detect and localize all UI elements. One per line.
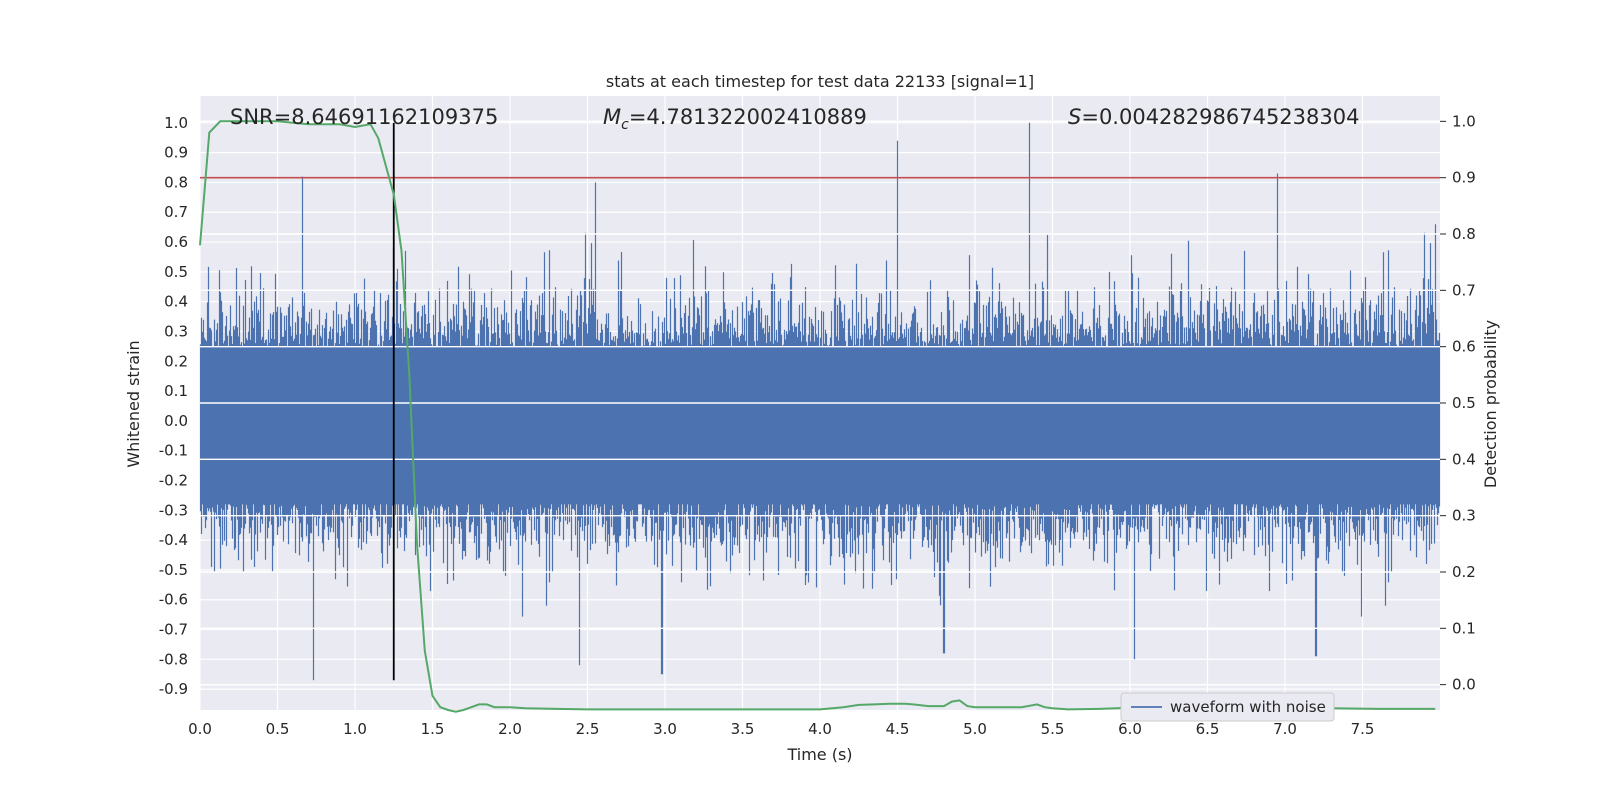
x-tick-label: 3.0 (653, 720, 677, 738)
y-right-tick-label: 1.0 (1452, 112, 1476, 130)
chirp-mass-annotation: Mc=4.781322002410889 (603, 105, 867, 133)
y-right-tick-label: 0.5 (1452, 394, 1476, 412)
y-left-tick-label: 0.8 (164, 173, 188, 191)
x-tick-label: 1.0 (343, 720, 367, 738)
y-left-tick-label: 0.1 (164, 382, 188, 400)
y-left-tick-label: -0.8 (159, 650, 188, 668)
x-tick-label: 7.5 (1351, 720, 1375, 738)
x-tick-label: 0.5 (266, 720, 290, 738)
x-tick-label: 4.0 (808, 720, 832, 738)
y-right-tick-label: 0.4 (1452, 450, 1476, 468)
chirp-mass-symbol: M (603, 105, 621, 129)
y-left-tick-labels: 1.0 0.9 0.8 0.7 0.6 0.5 0.4 0.3 0.2 0.1 0.0 -0.1 -0.… (159, 114, 188, 698)
legend-label-waveform: waveform with noise (1170, 698, 1326, 716)
y-right-axis-label: Detection probability (1481, 320, 1500, 488)
chirp-mass-value: =4.781322002410889 (629, 105, 867, 129)
y-right-tick-label: 0.0 (1452, 676, 1476, 694)
x-tick-label: 2.5 (576, 720, 600, 738)
x-tick-label: 6.0 (1118, 720, 1142, 738)
s-stat-value: =0.004282986745238304 (1081, 105, 1359, 129)
y-right-tick-label: 0.3 (1452, 507, 1476, 525)
y-left-tick-label: 0.7 (164, 203, 188, 221)
chirp-mass-subscript: c (621, 117, 629, 133)
y-left-tick-label: -0.9 (159, 680, 188, 698)
y-left-tick-label: 0.9 (164, 144, 188, 162)
y-left-tick-label: -0.2 (159, 471, 188, 489)
waveform-series (199, 122, 1441, 681)
snr-annotation: SNR=8.64691162109375 (230, 105, 498, 129)
y-left-tick-label: 0.0 (164, 412, 188, 430)
y-left-tick-label: -0.5 (159, 561, 188, 579)
x-tick-label: 1.5 (421, 720, 445, 738)
x-tick-label: 7.0 (1273, 720, 1297, 738)
chart-title: stats at each timestep for test data 221… (606, 72, 1034, 91)
x-tick-label: 0.0 (188, 720, 212, 738)
x-tick-label: 5.5 (1041, 720, 1065, 738)
y-right-tick-label: 0.6 (1452, 338, 1476, 356)
y-left-tick-label: 1.0 (164, 114, 188, 132)
y-left-tick-label: 0.2 (164, 352, 188, 370)
s-stat-annotation: S=0.004282986745238304 (1068, 105, 1359, 129)
y-left-tick-label: 0.6 (164, 233, 188, 251)
y-left-tick-label: 0.4 (164, 293, 188, 311)
x-tick-label: 2.0 (498, 720, 522, 738)
y-left-tick-label: 0.5 (164, 263, 188, 281)
x-tick-labels: 0.0 0.5 1.0 1.5 2.0 2.5 3.0 3.5 4.0 4.5 5.0 5.5 6.0 6… (188, 720, 1374, 738)
y-left-tick-label: -0.1 (159, 442, 188, 460)
x-tick-label: 4.5 (886, 720, 910, 738)
x-tick-label: 6.5 (1196, 720, 1220, 738)
y-right-tick-label: 0.7 (1452, 281, 1476, 299)
y-left-tick-label: -0.3 (159, 501, 188, 519)
s-stat-symbol: S (1068, 105, 1081, 129)
y-right-tick-labels: 1.0 0.9 0.8 0.7 0.6 0.5 0.4 0.3 0.2 0.1 0.0 (1440, 112, 1476, 694)
legend-box (1120, 692, 1335, 722)
y-right-tick-label: 0.2 (1452, 563, 1476, 581)
x-tick-label: 3.5 (731, 720, 755, 738)
y-left-tick-label: -0.4 (159, 531, 188, 549)
y-right-tick-label: 0.8 (1452, 225, 1476, 243)
x-tick-label: 5.0 (963, 720, 987, 738)
y-left-tick-label: -0.6 (159, 591, 188, 609)
y-left-tick-label: 0.3 (164, 322, 188, 340)
y-right-tick-label: 0.1 (1452, 619, 1476, 637)
x-axis-label: Time (s) (786, 745, 852, 764)
y-left-axis-label: Whitened strain (124, 340, 143, 467)
y-right-tick-label: 0.9 (1452, 169, 1476, 187)
waveform-line (199, 122, 1441, 681)
y-left-tick-label: -0.7 (159, 621, 188, 639)
legend: waveform with noise (1120, 692, 1335, 722)
